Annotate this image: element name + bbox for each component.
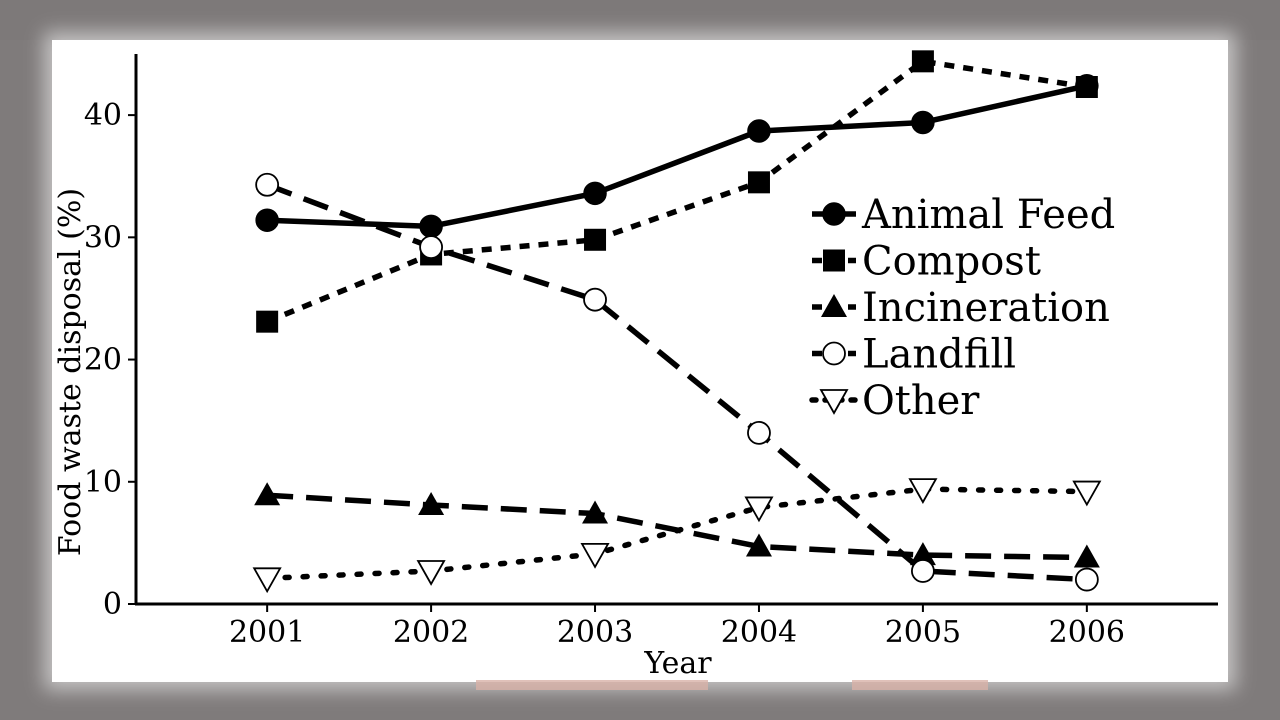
series-line-landfill — [266, 182, 1087, 583]
data-point-incineration — [254, 482, 281, 506]
x-tick-label: 2002 — [393, 615, 469, 650]
data-point-animal-feed — [911, 110, 935, 135]
data-point-landfill — [583, 287, 607, 312]
data-point-incineration — [418, 492, 445, 515]
faint-strip-left — [476, 680, 708, 690]
x-tick-label: 2003 — [557, 615, 633, 650]
x-tick-label: 2006 — [1049, 615, 1125, 650]
faint-strip-right — [852, 680, 988, 690]
data-point-animal-feed — [747, 119, 771, 143]
data-point-compost — [256, 310, 279, 333]
legend-marker-compost — [823, 249, 845, 272]
legend-marker-incineration — [821, 294, 847, 317]
data-point-landfill — [1074, 567, 1099, 592]
legend-marker-animal-feed — [822, 202, 846, 226]
x-tick-label: 2005 — [885, 615, 961, 650]
legend-label-animal-feed: Animal Feed — [861, 192, 1115, 238]
series-line-incineration — [266, 492, 1087, 561]
backdrop — [0, 0, 1280, 40]
data-point-animal-feed — [583, 181, 607, 206]
data-point-incineration — [745, 533, 772, 557]
data-point-landfill — [419, 235, 443, 260]
x-tick-label: 2004 — [721, 615, 797, 650]
data-point-compost — [747, 171, 770, 194]
data-point-animal-feed — [255, 208, 279, 232]
legend-label-landfill: Landfill — [862, 332, 1016, 378]
data-point-incineration — [1073, 544, 1100, 568]
data-point-compost — [584, 228, 607, 251]
axes — [134, 54, 1218, 606]
series-line-other — [264, 486, 1090, 582]
data-point-incineration — [582, 500, 609, 524]
data-point-other — [252, 567, 282, 594]
data-point-other — [580, 542, 610, 569]
x-axis-title: Year — [643, 646, 712, 681]
y-tick-label: 0 — [103, 587, 122, 622]
series-line-compost — [266, 58, 1088, 325]
data-point-incineration — [909, 542, 936, 566]
legend-label-incineration: Incineration — [862, 285, 1110, 331]
data-point-other — [1072, 480, 1102, 507]
legend-marker-other — [819, 389, 849, 415]
x-axis-ticks: 2001 2002 2003 2004 2005 2006 — [229, 604, 1125, 650]
legend-label-other: Other — [862, 378, 980, 424]
data-point-animal-feed — [419, 214, 443, 239]
legend-marker-landfill — [822, 341, 846, 366]
legend: Animal FeedCompostIncinerationLandfillOt… — [809, 192, 1115, 424]
data-point-landfill — [911, 559, 935, 583]
y-tick-label: 20 — [84, 343, 122, 378]
data-point-other — [908, 478, 938, 504]
y-tick-label: 40 — [84, 98, 122, 133]
data-point-other — [416, 560, 446, 586]
data-point-compost — [911, 50, 934, 73]
x-tick-label: 2001 — [229, 615, 305, 650]
series-lines — [264, 58, 1090, 583]
data-point-other — [744, 496, 774, 523]
data-point-landfill — [747, 420, 771, 445]
chart-card: 0 10 20 30 40 2001 2002 2003 2004 2005 2006 Food … — [52, 40, 1228, 690]
y-tick-label: 30 — [84, 220, 122, 255]
y-axis-title: Food waste disposal (%) — [53, 188, 88, 556]
data-point-landfill — [255, 172, 280, 197]
line-chart: 0 10 20 30 40 2001 2002 2003 2004 2005 2006 Food … — [53, 50, 1218, 681]
y-tick-label: 10 — [84, 465, 122, 500]
data-point-compost — [1075, 76, 1098, 98]
y-axis-ticks: 0 10 20 30 40 — [84, 98, 136, 622]
series-markers — [252, 50, 1102, 594]
series-line-animal-feed — [267, 83, 1088, 230]
legend-label-compost: Compost — [862, 239, 1041, 285]
